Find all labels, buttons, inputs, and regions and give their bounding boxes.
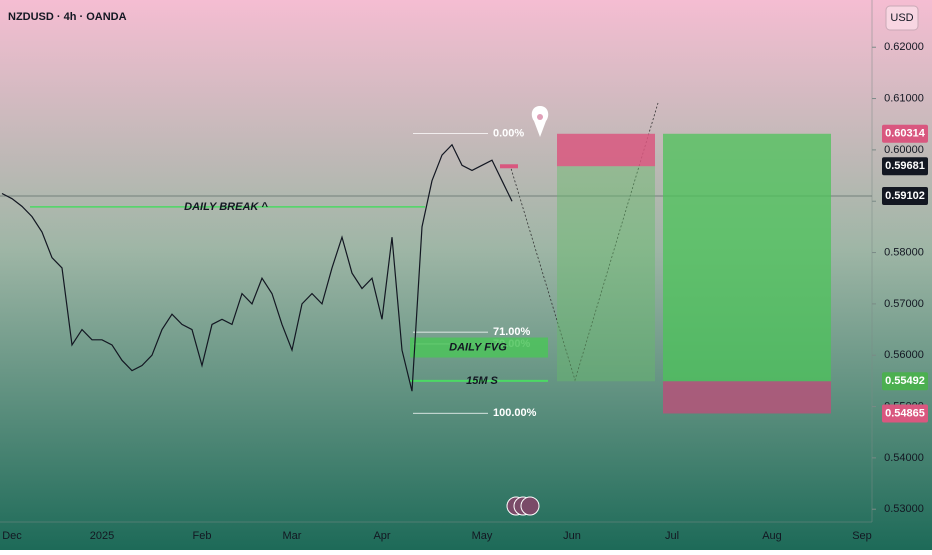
annotation-label: DAILY FVG xyxy=(449,341,507,353)
price-label: 0.59102 xyxy=(885,190,925,202)
price-line-series xyxy=(1,143,513,392)
x-tick-label: Dec xyxy=(2,530,22,542)
annotation-label: DAILY BREAK ^ xyxy=(184,201,268,213)
price-label-box xyxy=(882,157,928,176)
fib-label: 0.00% xyxy=(493,127,524,139)
daily-fvg-zone xyxy=(410,337,548,358)
short-target-zone xyxy=(557,166,655,382)
projection-path xyxy=(509,102,659,382)
price-label: 0.59681 xyxy=(885,160,925,172)
long-target-zone xyxy=(663,133,831,382)
x-tick-label: Apr xyxy=(373,530,390,542)
y-tick-label: 0.53000 xyxy=(884,503,924,515)
x-tick-label: Jul xyxy=(665,530,679,542)
pin-dot xyxy=(537,114,543,120)
long-stop-zone xyxy=(663,381,831,414)
y-tick-label: 0.62000 xyxy=(884,41,924,53)
x-tick-label: 2025 xyxy=(90,530,114,542)
y-tick-label: 0.60000 xyxy=(884,144,924,156)
currency-button[interactable] xyxy=(885,5,919,31)
price-label: 0.54865 xyxy=(885,407,925,419)
price-label-box xyxy=(882,404,928,423)
y-tick-label: 0.57000 xyxy=(884,298,924,310)
pin-icon xyxy=(531,106,549,137)
entry-marker xyxy=(500,164,518,169)
price-label: 0.55492 xyxy=(885,375,925,387)
y-tick-label: 0.61000 xyxy=(884,92,924,104)
fib-label: 71.00% xyxy=(493,326,531,338)
price-label: 0.60314 xyxy=(885,128,926,140)
x-tick-label: Sep xyxy=(852,530,872,542)
price-label-box xyxy=(882,186,928,205)
flag-icons xyxy=(506,496,540,516)
short-stop-zone xyxy=(557,133,655,167)
x-tick-label: Feb xyxy=(193,530,212,542)
y-tick-label: 0.56000 xyxy=(884,349,924,361)
price-label-box xyxy=(882,124,928,143)
fib-label: 100.00% xyxy=(493,407,537,419)
x-tick-label: Aug xyxy=(762,530,782,542)
y-tick-label: 0.54000 xyxy=(884,452,924,464)
y-tick-label: 0.58000 xyxy=(884,246,924,258)
x-tick-label: Jun xyxy=(563,530,581,542)
x-tick-label: Mar xyxy=(283,530,302,542)
price-label-box xyxy=(882,372,928,391)
chart-title: NZDUSD · 4h · OANDA xyxy=(8,11,127,23)
annotation-label: 15M S xyxy=(466,375,498,387)
currency-label: USD xyxy=(890,12,913,24)
x-tick-label: May xyxy=(472,530,493,542)
